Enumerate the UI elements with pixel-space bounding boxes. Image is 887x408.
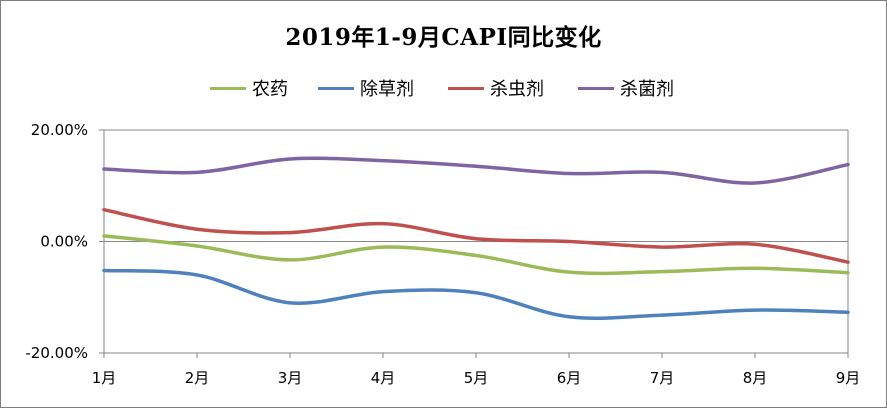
y-tick-label-0: 20.00%: [31, 121, 88, 139]
chart-title: 2019年1-9月CAPI同比变化: [285, 24, 602, 51]
series-line-herbicide: [102, 268, 850, 320]
chart-legend: 农药 除草剂 杀虫剂 杀菌剂: [0, 76, 887, 100]
legend-label-fungicide: 杀菌剂: [620, 79, 674, 100]
legend-label-herbicide: 除草剂: [360, 79, 414, 100]
legend-swatch-herbicide: [318, 86, 354, 90]
series-line-insecticide: [102, 207, 850, 264]
x-tick-label-6: 7月: [650, 369, 675, 387]
x-tick-label-5: 6月: [557, 369, 582, 387]
x-tick-label-4: 5月: [464, 369, 489, 387]
x-tick-label-0: 1月: [92, 369, 117, 387]
x-tick-label-7: 8月: [743, 369, 768, 387]
y-tick-label-1: 0.00%: [40, 233, 88, 251]
legend-item-herbicide: 除草剂: [318, 76, 414, 100]
x-tick-label-3: 4月: [371, 369, 396, 387]
legend-item-insecticide: 杀虫剂: [448, 76, 544, 100]
x-tick-label-8: 9月: [836, 369, 861, 387]
legend-swatch-insecticide: [448, 86, 484, 90]
legend-item-fungicide: 杀菌剂: [578, 76, 674, 100]
legend-swatch-pesticide: [210, 86, 246, 90]
legend-label-pesticide: 农药: [252, 79, 288, 100]
y-tick-label-2: -20.00%: [25, 344, 88, 362]
series-line-fungicide: [102, 156, 850, 185]
series-line-pesticide: [102, 234, 850, 276]
x-tick-label-2: 3月: [278, 369, 303, 387]
legend-item-pesticide: 农药: [210, 76, 288, 100]
x-tick-label-1: 2月: [185, 369, 210, 387]
legend-label-insecticide: 杀虫剂: [490, 79, 544, 100]
legend-swatch-fungicide: [578, 86, 614, 90]
